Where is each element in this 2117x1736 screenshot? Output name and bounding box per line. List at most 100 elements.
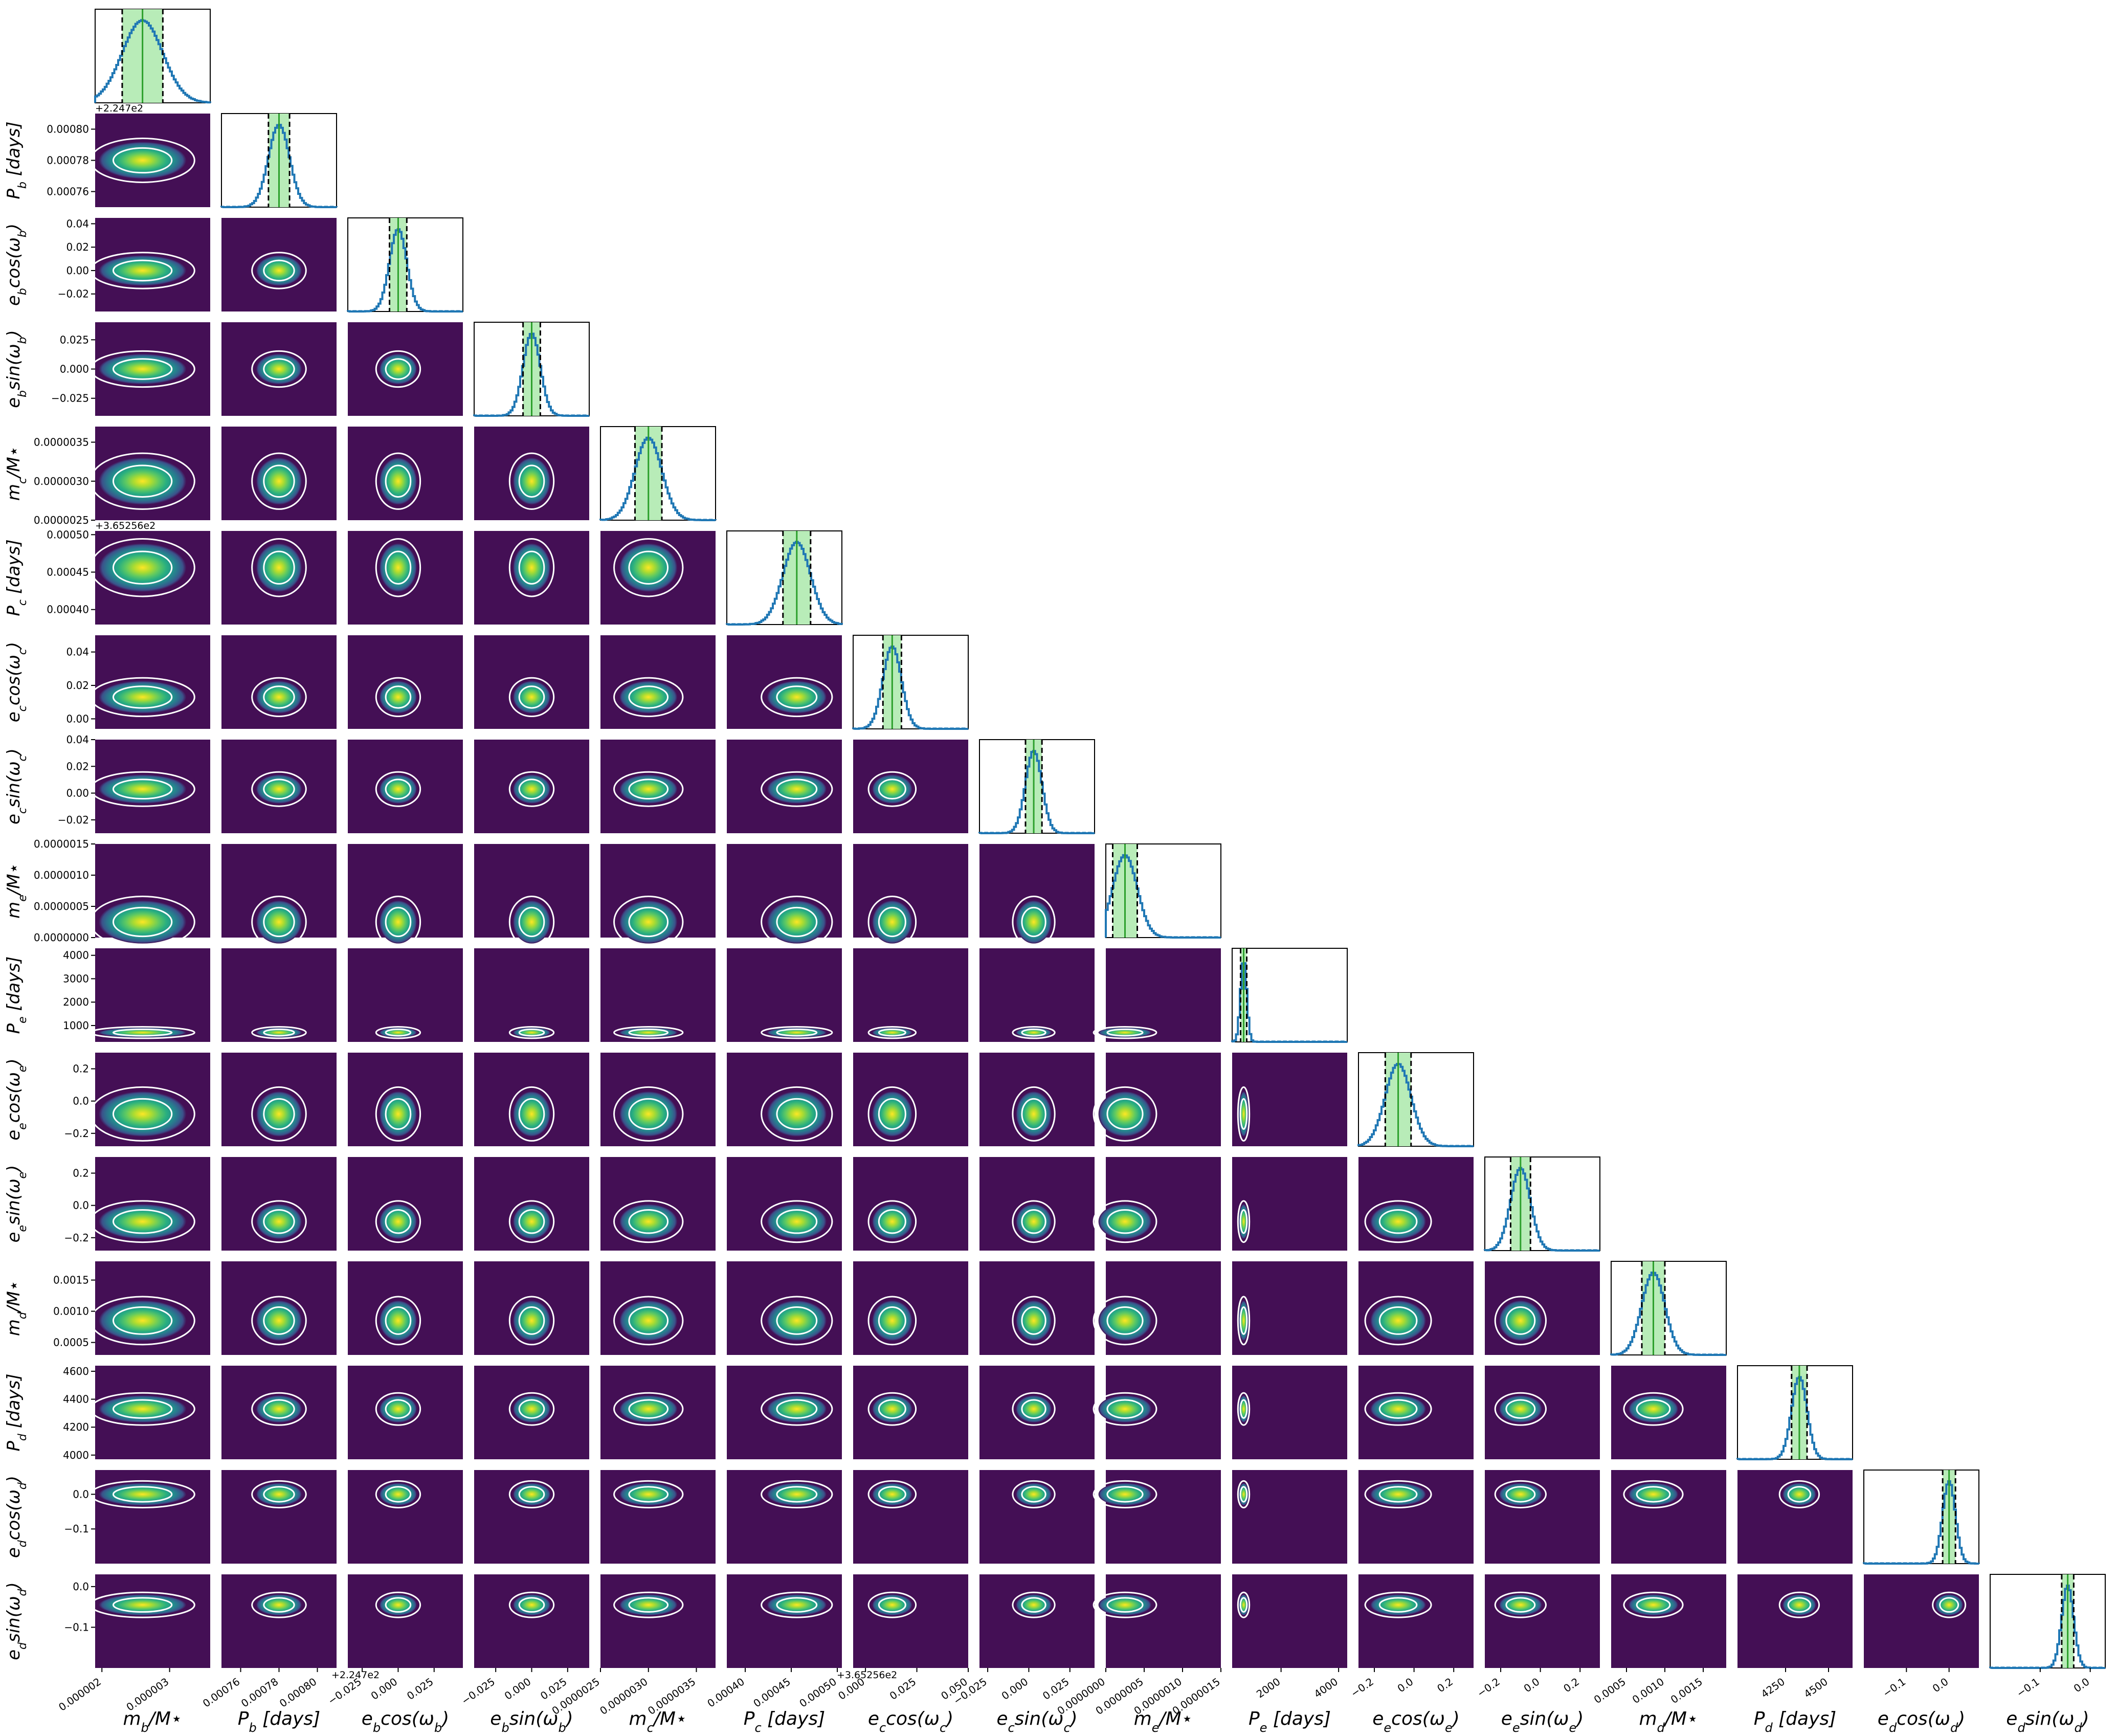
y-axis-label-9: Pe [days] <box>4 956 29 1034</box>
panel-15-5 <box>727 1574 842 1668</box>
contour-outer <box>867 1392 917 1426</box>
contour-outer <box>375 538 421 597</box>
panel-3-3 <box>473 322 590 417</box>
contour-outer <box>90 350 195 388</box>
contour-outer <box>508 1200 555 1243</box>
panel-7-5 <box>727 740 842 833</box>
contour-outer <box>1364 1296 1432 1346</box>
x-axis-label-15: edsin(ωd) <box>2006 1708 2089 1735</box>
panel-13-13 <box>1736 1365 1853 1460</box>
y-axis-label-10: eecos(ωe) <box>4 1058 29 1140</box>
contour-inner <box>112 550 173 585</box>
contour-outer <box>90 677 195 718</box>
y-tick-label: 0.0000000 <box>34 931 89 944</box>
panel-6-2 <box>348 635 463 729</box>
x-tick-label: 0.0 <box>1395 1675 1416 1695</box>
panel-10-3 <box>474 1053 589 1146</box>
contour-outer <box>508 1392 555 1426</box>
density-blob <box>1499 1300 1542 1341</box>
contour-inner <box>1106 1209 1144 1234</box>
contour-inner <box>1106 1028 1144 1037</box>
contour-outer <box>508 538 555 597</box>
panel-12-7 <box>979 1261 1095 1355</box>
panel-1-1 <box>220 113 337 208</box>
y-tick-label: 0.04 <box>66 733 89 746</box>
x-axis-label-0: mb/M⋆ <box>123 1708 182 1735</box>
density-blob <box>513 543 550 592</box>
x-tick-label: −0.1 <box>1881 1675 1908 1700</box>
y-axis-label-3: ebsin(ωb) <box>4 330 29 408</box>
contour-inner <box>518 778 545 800</box>
contour-outer <box>1494 1480 1547 1508</box>
x-tick-label: 0.0015 <box>1668 1675 1705 1706</box>
contour-inner <box>1021 1399 1046 1419</box>
contour-inner <box>1939 1597 1959 1613</box>
contour-inner <box>385 1098 412 1130</box>
contour-inner <box>263 259 295 282</box>
y-tick-label: 0.00 <box>66 264 89 277</box>
contour-outer <box>1932 1591 1967 1618</box>
x-tick-label: 2000 <box>1254 1675 1282 1700</box>
density-blob <box>256 1204 302 1239</box>
panel-9-4 <box>600 948 716 1042</box>
panel-10-1 <box>221 1053 337 1146</box>
contour-inner <box>385 1486 412 1503</box>
contour-inner <box>628 1399 669 1419</box>
contour-inner <box>263 778 295 800</box>
density-background <box>1232 1366 1347 1459</box>
density-blob <box>98 774 187 804</box>
panel-5-4 <box>600 531 716 625</box>
panel-11-1 <box>221 1157 337 1251</box>
density-background <box>1864 1574 1979 1668</box>
contour-outer <box>1364 1200 1432 1243</box>
y-tick-label: 4000 <box>63 1449 89 1461</box>
y-tick-label: 2000 <box>63 996 89 1008</box>
histogram-step <box>978 750 1095 834</box>
panel-15-6 <box>853 1574 968 1668</box>
y-tick-label: 0.0000025 <box>34 514 89 526</box>
density-blob <box>256 457 302 505</box>
density-background <box>853 1574 968 1668</box>
contour-inner <box>385 1306 412 1335</box>
panel-4-4 <box>599 426 717 521</box>
contour-inner <box>112 1306 173 1335</box>
density-blob <box>513 457 550 505</box>
panel-5-5 <box>726 530 843 626</box>
density-background <box>853 1053 968 1146</box>
panel-9-0 <box>90 948 210 1042</box>
panel-12-2 <box>348 1261 463 1355</box>
contour-inner <box>628 685 669 709</box>
density-background <box>1358 1470 1474 1564</box>
contour-inner <box>776 1306 818 1335</box>
contour-outer <box>1093 1086 1157 1142</box>
panel-14-11 <box>1485 1470 1600 1564</box>
contour-inner <box>1505 1486 1536 1503</box>
contour-inner <box>628 1028 669 1037</box>
contour-inner <box>263 685 295 709</box>
contour-outer <box>375 452 421 510</box>
panel-14-13 <box>1737 1470 1853 1564</box>
x-tick-label: 0.00076 <box>200 1675 242 1709</box>
density-background <box>1232 1261 1347 1355</box>
contour-outer <box>867 1296 917 1346</box>
y-axis-label-13: Pd [days] <box>4 1373 29 1451</box>
density-background <box>727 635 842 729</box>
panel-8-2 <box>348 844 463 948</box>
panel-11-7 <box>979 1157 1095 1251</box>
density-blob <box>98 1204 187 1239</box>
contour-outer <box>867 896 917 948</box>
contour-inner <box>1021 906 1046 938</box>
contour-outer <box>867 1026 917 1039</box>
y-axis-label-5: Pc [days] <box>4 539 29 616</box>
contour-outer <box>1012 1392 1056 1426</box>
density-background <box>853 1157 968 1251</box>
histogram-step <box>599 436 717 521</box>
panel-6-1 <box>221 635 337 729</box>
panel-2-2 <box>347 217 463 313</box>
contour-inner <box>1106 1597 1144 1613</box>
histogram-frame <box>853 635 969 729</box>
y-tick-label: 0.2 <box>73 1063 89 1075</box>
contour-inner <box>112 906 173 938</box>
contour-outer <box>613 771 684 807</box>
contour-outer <box>508 1026 555 1039</box>
